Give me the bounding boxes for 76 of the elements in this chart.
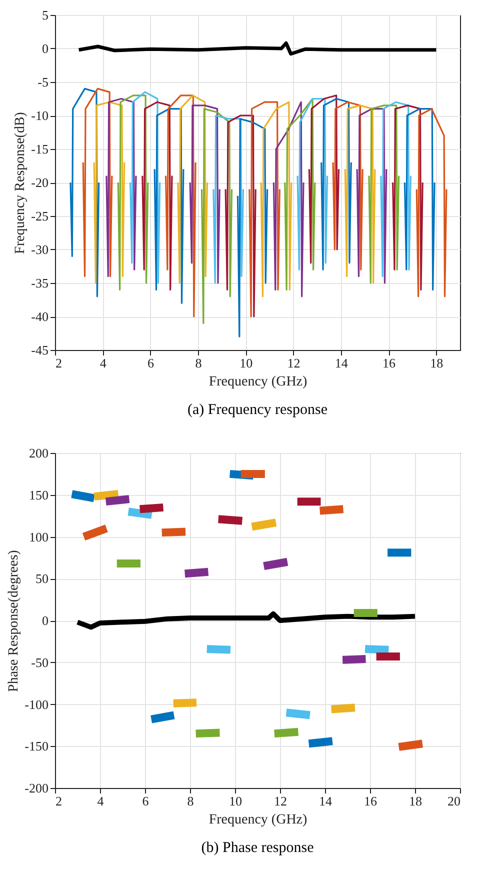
y-tick-label: 0 xyxy=(42,41,48,56)
y-tick-label: 150 xyxy=(29,487,48,502)
y-tick-label: -15 xyxy=(31,142,48,156)
y-tick-label: -35 xyxy=(31,276,48,290)
line-series xyxy=(260,101,292,298)
x-tick-label: 2 xyxy=(56,794,62,808)
line-series xyxy=(248,101,280,318)
line-series xyxy=(200,108,233,324)
line-series xyxy=(177,94,208,284)
line-series xyxy=(284,98,316,290)
line-series xyxy=(77,41,438,56)
line-series xyxy=(212,114,244,284)
line-series xyxy=(189,104,220,284)
line-series xyxy=(332,101,364,270)
y-tick-label: 50 xyxy=(36,571,48,586)
y-tick-label: -25 xyxy=(31,208,48,224)
x-tick-label: 8 xyxy=(187,794,194,808)
x-tick-label: 18 xyxy=(409,794,422,808)
line-series xyxy=(368,104,400,284)
line-series xyxy=(380,101,412,278)
x-axis-title: Frequency (GHz) xyxy=(208,374,308,390)
y-tick-label: -150 xyxy=(24,738,48,754)
y-axis-title: Frequency Response(dB) xyxy=(13,112,28,254)
line-series xyxy=(356,108,388,284)
line-series xyxy=(129,91,161,284)
line-series xyxy=(392,104,424,290)
x-axis-title: Frequency (GHz) xyxy=(208,812,308,828)
text: (b) Phase response xyxy=(201,840,314,856)
y-tick-label: 0 xyxy=(42,613,48,628)
x-tick-label: 20 xyxy=(448,794,460,808)
x-tick-label: 10 xyxy=(240,356,253,370)
line-series xyxy=(117,94,149,290)
y-tick-label: -100 xyxy=(24,696,48,712)
x-tick-label: 16 xyxy=(364,794,378,808)
y-tick-label: -45 xyxy=(31,342,48,358)
y-tick-label: 100 xyxy=(29,529,48,544)
line-series xyxy=(296,98,328,270)
x-tick-label: 12 xyxy=(287,356,300,370)
line-series xyxy=(70,88,100,298)
x-tick-label: 6 xyxy=(148,356,155,370)
line-series xyxy=(320,98,352,270)
line-series xyxy=(154,108,184,304)
x-tick-label: 6 xyxy=(142,794,150,808)
y-tick-label: 5 xyxy=(42,8,48,22)
y-tick-label: -40 xyxy=(31,309,48,324)
x-tick-label: 18 xyxy=(430,356,444,370)
y-tick-label: 200 xyxy=(29,446,48,460)
x-tick-label: 14 xyxy=(334,356,348,370)
x-tick-label: 8 xyxy=(195,356,202,370)
line-series xyxy=(236,118,268,338)
y-tick-label: -10 xyxy=(31,108,48,123)
y-tick-label: -30 xyxy=(31,242,48,257)
line-series xyxy=(344,104,376,284)
line-series xyxy=(404,108,436,290)
y-tick-label: -5 xyxy=(38,74,48,90)
y-tick-label: -20 xyxy=(31,175,48,190)
y-tick-label: -50 xyxy=(31,654,48,670)
line-series xyxy=(416,108,448,298)
y-axis-title: Phase Response(degrees) xyxy=(6,550,22,692)
x-tick-label: 4 xyxy=(97,794,104,808)
x-tick-label: 16 xyxy=(382,356,396,370)
line-series xyxy=(272,101,304,298)
line-series xyxy=(164,94,196,318)
line-series xyxy=(224,114,256,318)
y-tick-label: -200 xyxy=(24,780,48,796)
x-tick-label: 10 xyxy=(229,794,242,808)
line-series xyxy=(82,88,113,278)
x-tick-label: 12 xyxy=(274,794,287,808)
text: (a) Frequency response xyxy=(188,402,328,418)
x-tick-label: 14 xyxy=(319,794,332,808)
line-series xyxy=(308,94,340,264)
x-tick-label: 2 xyxy=(56,356,62,370)
line-series xyxy=(93,101,126,284)
line-series xyxy=(106,98,137,278)
x-tick-label: 4 xyxy=(100,356,107,370)
line-series xyxy=(142,101,173,290)
